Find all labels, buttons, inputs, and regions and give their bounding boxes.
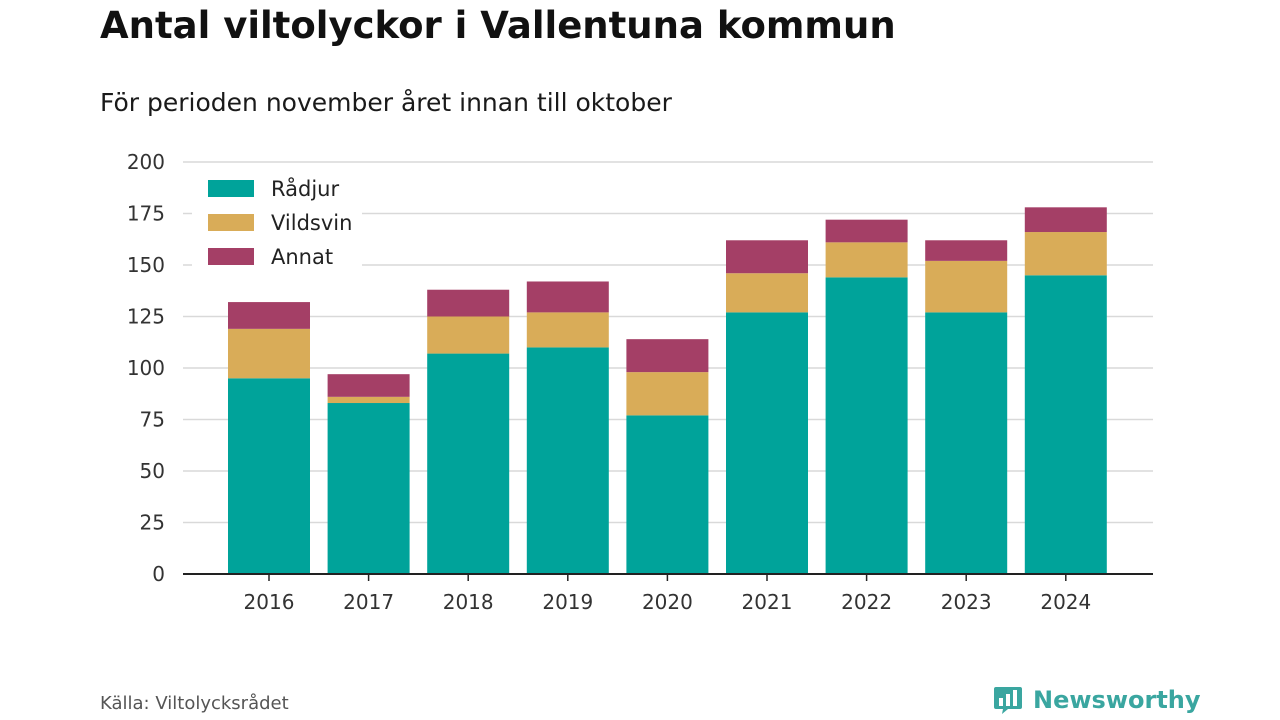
bar-segment-vildsvin-2017 xyxy=(327,396,410,404)
x-tick-label: 2022 xyxy=(841,590,892,614)
bar-segment-vildsvin-2021 xyxy=(726,273,808,313)
bar-segment-rådjur-2016 xyxy=(228,378,310,574)
bar-segment-rådjur-2023 xyxy=(925,312,1008,574)
bar-segment-rådjur-2021 xyxy=(726,312,808,574)
y-axis-ticks: 0 25 50 75 100 125 150 175 200 xyxy=(127,150,165,586)
chart-title: Antal viltolyckor i Vallentuna kommun xyxy=(100,4,896,47)
bar-segment-annat-2020 xyxy=(626,339,709,373)
x-axis-ticks: 2016 2017 2018 2019 2020 2021 2022 2023 2024 xyxy=(244,574,1091,614)
legend: Rådjur Vildsvin Annat xyxy=(192,170,362,274)
y-tick-label: 100 xyxy=(127,356,165,380)
legend-label-rådjur: Rådjur xyxy=(271,176,339,201)
bar-segment-rådjur-2018 xyxy=(427,353,510,574)
bar-segment-annat-2022 xyxy=(825,219,908,243)
x-tick-label: 2021 xyxy=(742,590,793,614)
y-tick-label: 175 xyxy=(127,202,165,226)
bar-segment-annat-2017 xyxy=(327,374,410,397)
bar-segment-annat-2018 xyxy=(427,289,510,317)
bar-segment-rådjur-2019 xyxy=(526,347,609,574)
bar-segment-rådjur-2017 xyxy=(327,403,410,574)
x-tick-label: 2017 xyxy=(343,590,394,614)
legend-label-annat: Annat xyxy=(271,245,333,269)
legend-swatch-vildsvin xyxy=(208,214,254,231)
bar-segment-vildsvin-2018 xyxy=(427,316,510,354)
bar-chart-logo-icon xyxy=(994,687,1022,714)
bar-segment-vildsvin-2022 xyxy=(825,242,908,278)
y-tick-label: 150 xyxy=(127,253,165,277)
legend-swatch-rådjur xyxy=(208,180,254,197)
legend-swatch-annat xyxy=(208,248,254,265)
y-tick-label: 200 xyxy=(127,150,165,174)
bar-segment-vildsvin-2016 xyxy=(228,328,310,379)
bar-segment-annat-2023 xyxy=(925,240,1008,261)
brand-name: Newsworthy xyxy=(1033,686,1201,714)
newsworthy-logo[interactable]: Newsworthy xyxy=(993,682,1201,718)
x-tick-label: 2019 xyxy=(542,590,593,614)
x-tick-label: 2020 xyxy=(642,590,693,614)
bar-segment-annat-2016 xyxy=(228,302,310,329)
bar-segment-rådjur-2020 xyxy=(626,415,709,574)
x-tick-label: 2018 xyxy=(443,590,494,614)
y-tick-label: 75 xyxy=(140,408,165,432)
y-tick-label: 25 xyxy=(140,511,165,535)
source-note: Källa: Viltolycksrådet xyxy=(100,693,289,714)
bar-segment-annat-2024 xyxy=(1024,207,1107,233)
bar-segment-vildsvin-2019 xyxy=(526,312,609,348)
bar-segment-rådjur-2022 xyxy=(825,277,908,574)
x-tick-label: 2023 xyxy=(941,590,992,614)
bar-segment-rådjur-2024 xyxy=(1024,275,1107,574)
x-tick-label: 2016 xyxy=(244,590,295,614)
bar-segment-vildsvin-2020 xyxy=(626,372,709,416)
bar-segment-vildsvin-2024 xyxy=(1024,232,1107,276)
x-tick-label: 2024 xyxy=(1040,590,1091,614)
y-tick-label: 125 xyxy=(127,305,165,329)
legend-label-vildsvin: Vildsvin xyxy=(271,211,352,235)
bars xyxy=(228,207,1107,574)
bar-segment-annat-2021 xyxy=(726,240,808,274)
y-tick-label: 50 xyxy=(140,459,165,483)
chart-subtitle: För perioden november året innan till ok… xyxy=(100,88,672,117)
bar-segment-annat-2019 xyxy=(526,281,609,313)
y-tick-label: 0 xyxy=(152,562,165,586)
bar-segment-vildsvin-2023 xyxy=(925,260,1008,313)
